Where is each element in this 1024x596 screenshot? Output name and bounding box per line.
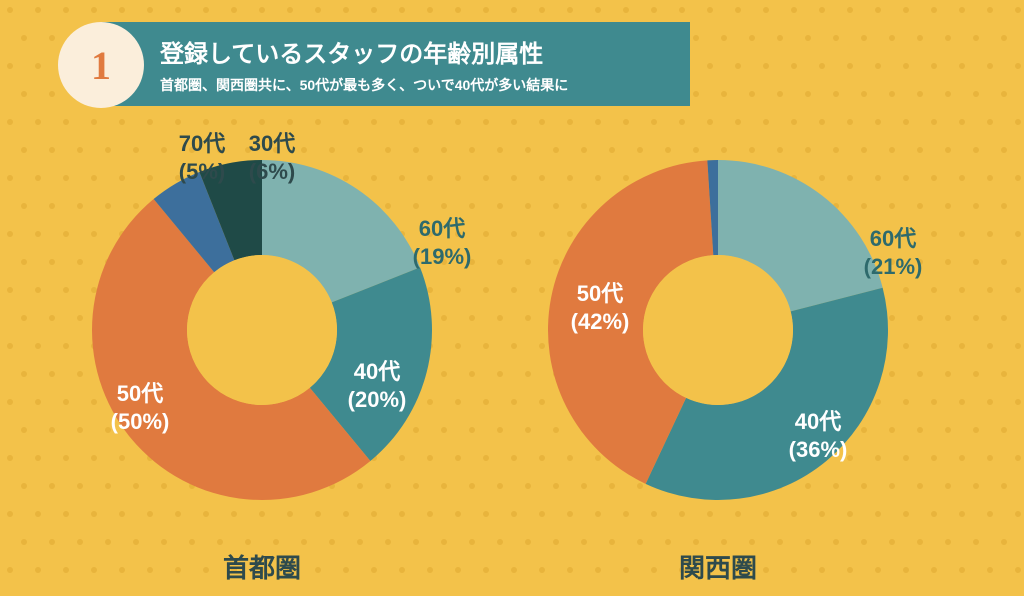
infographic-page: 登録しているスタッフの年齢別属性 首都圏、関西圏共に、50代が最も多く、ついで4…: [0, 0, 1024, 596]
section-title-bar: 登録しているスタッフの年齢別属性 首都圏、関西圏共に、50代が最も多く、ついで4…: [100, 22, 690, 106]
slice-label-40代: 40代(20%): [348, 358, 407, 413]
donut-hole: [643, 255, 793, 405]
section-subtitle: 首都圏、関西圏共に、50代が最も多く、ついで40代が多い結果に: [160, 75, 670, 95]
donut-chart-shutoken: 60代(19%)40代(20%)50代(50%)70代(5%)30代(6%)首都…: [92, 160, 432, 500]
slice-label-30代: 30代(6%): [249, 130, 295, 185]
slice-label-60代: 60代(19%): [413, 215, 472, 270]
slice-label-50代: 50代(42%): [571, 280, 630, 335]
donut-hole: [187, 255, 337, 405]
slice-label-50代: 50代(50%): [111, 380, 170, 435]
donut-chart-kansaiken: 60代(21%)40代(36%)50代(42%)関西圏: [548, 160, 888, 500]
chart-caption: 首都圏: [223, 548, 301, 585]
slice-label-60代: 60代(21%): [864, 225, 923, 280]
slice-label-70代: 70代(5%): [179, 130, 225, 185]
section-number-badge: 1: [58, 22, 144, 108]
section-title: 登録しているスタッフの年齢別属性: [160, 34, 670, 69]
slice-label-40代: 40代(36%): [789, 408, 848, 463]
section-number: 1: [91, 42, 111, 89]
chart-caption: 関西圏: [679, 548, 757, 585]
donut-svg: [92, 160, 432, 500]
